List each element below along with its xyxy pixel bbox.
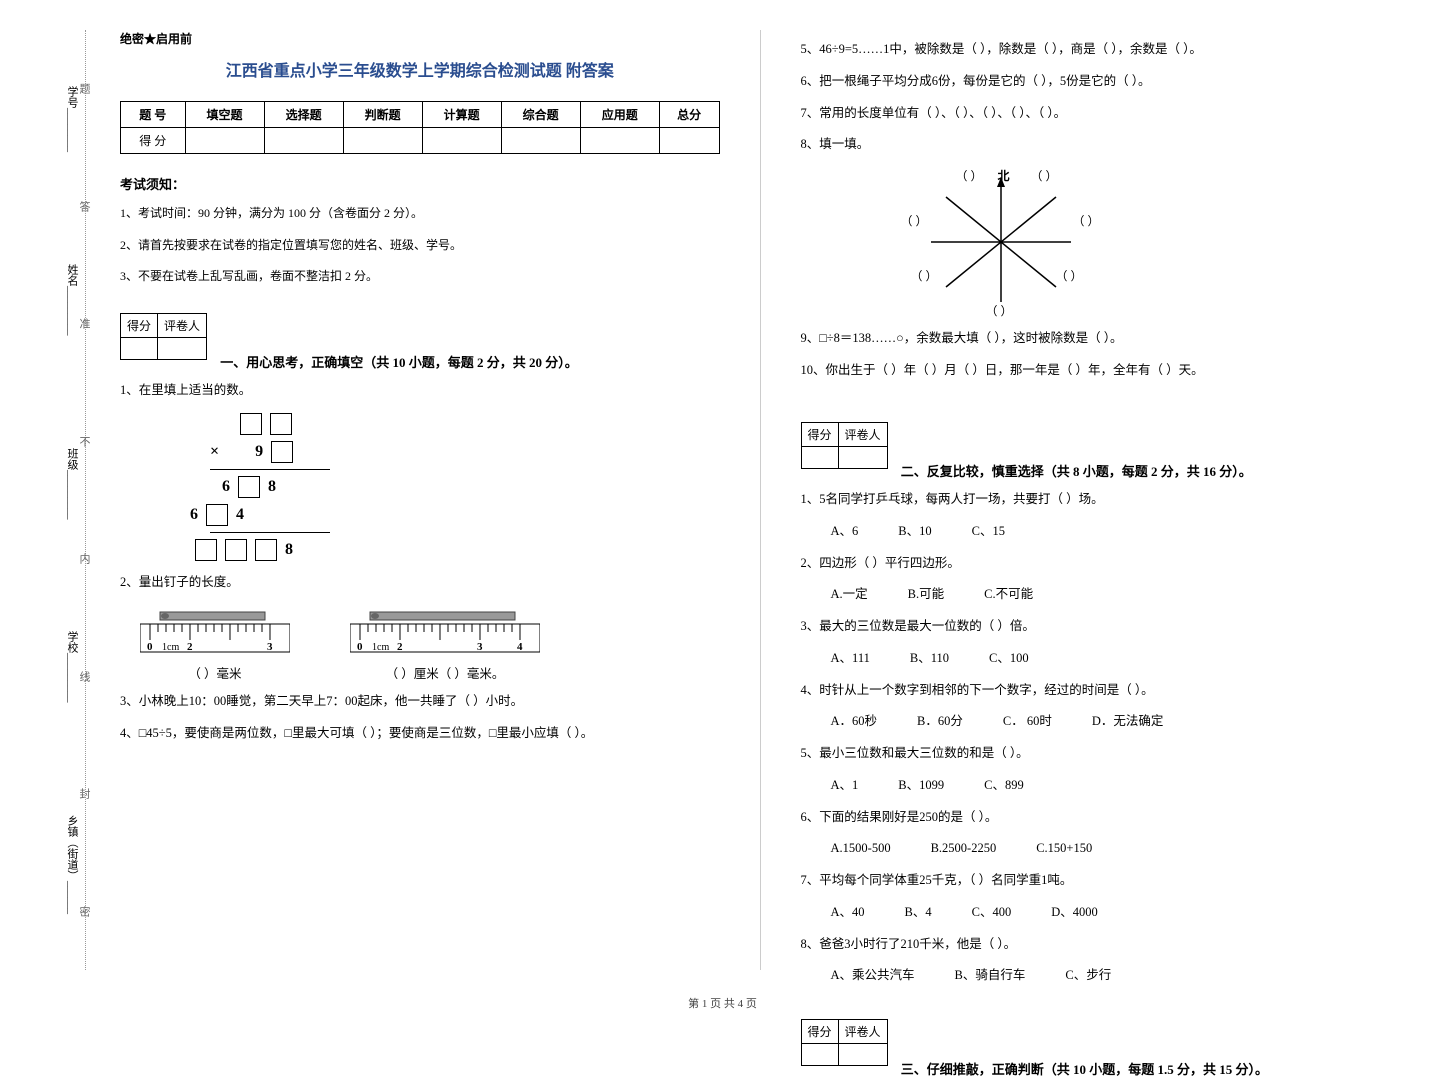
- exam-title: 江西省重点小学三年级数学上学期综合检测试题 附答案: [120, 57, 720, 81]
- scorer-box: 得分评卷人: [120, 313, 207, 360]
- q4: 4、□45÷5，要使商是两位数，□里最大可填（ ）；要使商是三位数，□里最小应填…: [120, 722, 720, 746]
- sidebar-field: 班级_________: [50, 448, 80, 520]
- right-column: 5、46÷9=5……1中，被除数是（ ），除数是（ ），商是（ ），余数是（ ）…: [791, 20, 1411, 980]
- ruler-1: 0 1cm 2 3 （ ）毫米: [140, 610, 290, 682]
- q1: 1、在里填上适当的数。: [120, 379, 720, 403]
- svg-text:2: 2: [187, 641, 193, 653]
- multiplication-diagram: ×9 68 64 8: [180, 413, 720, 561]
- q10: 10、你出生于（ ）年（ ）月（ ）日，那一年是（ ）年，全年有（ ）天。: [801, 359, 1401, 383]
- th: 计算题: [422, 102, 501, 128]
- instructions-heading: 考试须知：: [120, 174, 720, 193]
- th: 总分: [659, 102, 719, 128]
- th: 判断题: [343, 102, 422, 128]
- q3: 3、小林晚上10：00睡觉，第二天早上7：00起床，他一共睡了（ ）小时。: [120, 690, 720, 714]
- section1-title: 一、用心思考，正确填空（共 10 小题，每题 2 分，共 20 分）。: [220, 355, 578, 370]
- ruler-2: 0 1cm 2 3 4 （ ）厘米（ ）毫米。: [350, 610, 540, 682]
- svg-text:3: 3: [477, 641, 483, 653]
- page-footer: 第 1 页 共 4 页: [688, 995, 757, 1011]
- td: 得 分: [121, 128, 186, 154]
- instruction-item: 1、考试时间：90 分钟，满分为 100 分（含卷面分 2 分）。: [120, 203, 720, 225]
- section3-title: 三、仔细推敲，正确判断（共 10 小题，每题 1.5 分，共 15 分）。: [901, 1062, 1268, 1077]
- svg-text:2: 2: [397, 641, 403, 653]
- column-divider: [760, 30, 761, 970]
- th: 填空题: [185, 102, 264, 128]
- page-content: 绝密★启用前 江西省重点小学三年级数学上学期综合检测试题 附答案 题 号 填空题…: [110, 20, 1410, 980]
- sidebar-markers: 题 答 准 不 内 线 封 密: [78, 30, 92, 970]
- svg-text:0: 0: [147, 641, 153, 653]
- scorer-box: 得分评卷人: [801, 422, 888, 469]
- instruction-item: 2、请首先按要求在试卷的指定位置填写您的姓名、班级、学号。: [120, 235, 720, 257]
- q5: 5、46÷9=5……1中，被除数是（ ），除数是（ ），商是（ ），余数是（ ）…: [801, 38, 1401, 62]
- svg-text:3: 3: [267, 641, 273, 653]
- confidential-marker: 绝密★启用前: [120, 30, 720, 47]
- score-table: 题 号 填空题 选择题 判断题 计算题 综合题 应用题 总分 得 分: [120, 101, 720, 154]
- binding-sidebar: 学号________ 姓名_________ 班级_________ 学校___…: [50, 30, 80, 970]
- ruler-label-mm: （ ）毫米: [140, 663, 290, 682]
- ruler-diagrams: 0 1cm 2 3 （ ）毫米 0: [140, 610, 720, 682]
- sidebar-field: 学号________: [50, 86, 80, 152]
- compass-diagram: （ ） 北 （ ） （ ） （ ） （ ） （ ） （ ）: [901, 172, 1101, 312]
- section2-questions: 1、5名同学打乒乓球，每两人打一场，共要打（ ）场。 A、6B、10C、15 2…: [801, 488, 1401, 988]
- svg-text:1cm: 1cm: [162, 642, 179, 653]
- q8: 8、填一填。: [801, 133, 1401, 157]
- svg-text:4: 4: [517, 641, 523, 653]
- q6: 6、把一根绳子平均分成6份，每份是它的（ ），5份是它的（ ）。: [801, 70, 1401, 94]
- section2-title: 二、反复比较，慎重选择（共 8 小题，每题 2 分，共 16 分）。: [901, 464, 1252, 479]
- th: 综合题: [501, 102, 580, 128]
- scorer-box: 得分评卷人: [801, 1019, 888, 1066]
- left-column: 绝密★启用前 江西省重点小学三年级数学上学期综合检测试题 附答案 题 号 填空题…: [110, 20, 730, 980]
- th: 应用题: [580, 102, 659, 128]
- sidebar-field: 乡镇（街道）______: [50, 815, 80, 914]
- q9: 9、□÷8＝138……○，余数最大填（ ），这时被除数是（ ）。: [801, 327, 1401, 351]
- ruler-label-cm-mm: （ ）厘米（ ）毫米。: [350, 663, 540, 682]
- q2: 2、量出钉子的长度。: [120, 571, 720, 595]
- table-row: 题 号 填空题 选择题 判断题 计算题 综合题 应用题 总分: [121, 102, 720, 128]
- th: 选择题: [264, 102, 343, 128]
- q7: 7、常用的长度单位有（ ）、（ ）、（ ）、（ ）、（ ）。: [801, 102, 1401, 126]
- table-row: 得 分: [121, 128, 720, 154]
- sidebar-field: 学校_________: [50, 631, 80, 703]
- instruction-item: 3、不要在试卷上乱写乱画，卷面不整洁扣 2 分。: [120, 266, 720, 288]
- th: 题 号: [121, 102, 186, 128]
- svg-text:0: 0: [357, 641, 363, 653]
- svg-text:1cm: 1cm: [372, 642, 389, 653]
